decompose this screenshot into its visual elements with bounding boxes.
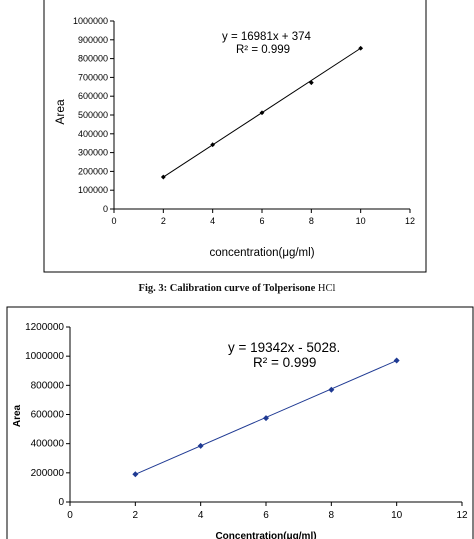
chart2-r-squared: R² = 0.999 [253,355,316,370]
c1-y-tick-label: 800000 [78,54,108,64]
c1-data-point [358,45,364,51]
c2-y-tick-label: 1000000 [25,351,64,362]
c1-x-tick-label: 10 [356,216,366,226]
chart2-x-axis-label: Concentration(μg/ml) [215,531,316,539]
c1-x-tick-label: 6 [259,216,264,226]
c1-y-tick-label: 200000 [78,166,108,176]
c1-x-tick-label: 12 [405,216,415,226]
chart2-frame [6,306,474,539]
chart2-y-axis-label: Area [12,404,23,427]
c1-y-tick-label: 300000 [78,148,108,158]
c1-x-tick-label: 4 [210,216,215,226]
c1-y-tick-label: 500000 [78,110,108,120]
c1-x-tick-label: 2 [161,216,166,226]
c2-data-point [328,386,335,393]
c1-data-point [210,142,216,148]
c1-data-point [160,174,166,180]
c1-data-point [259,110,265,116]
c1-data-point [308,80,314,86]
chart1-y-axis-label: Area [53,99,67,125]
c1-y-tick-label: 1000000 [73,16,108,26]
c1-y-tick-label: 700000 [78,72,108,82]
chart1-x-axis-label: concentration(μg/ml) [209,247,314,259]
chart1-equation: y = 16981x + 374 [222,31,311,43]
c2-data-point [197,442,204,449]
calibration-chart-2: 0 200000 400000 600000 800000 1000000 1200000 0… [6,306,474,539]
c1-x-tick-label: 8 [309,216,314,226]
chart1-frame [43,0,427,273]
c2-y-tick-label: 200000 [31,468,65,479]
chart1-r-squared: R² = 0.999 [236,44,290,56]
c1-y-tick-label: 400000 [78,129,108,139]
c2-x-tick-label: 12 [456,510,468,521]
caption-suffix: HCl [317,283,336,294]
c2-x-tick-label: 6 [263,510,269,521]
c2-y-tick-label: 1200000 [25,322,64,333]
c1-y-tick-label: 0 [103,204,108,214]
c2-data-point [132,471,139,478]
c1-x-tick-label: 0 [111,216,116,226]
c2-y-tick-label: 400000 [31,439,65,450]
c2-data-point [393,357,400,364]
c2-x-tick-label: 4 [198,510,204,521]
c2-x-tick-label: 2 [133,510,139,521]
caption-text: Fig. 3: Calibration curve of Tolperisone [138,283,316,294]
c2-y-tick-label: 0 [58,497,64,508]
c1-y-tick-label: 100000 [78,185,108,195]
c2-x-tick-label: 10 [391,510,403,521]
c1-y-tick-label: 600000 [78,91,108,101]
c2-x-tick-label: 8 [329,510,335,521]
c2-x-tick-label: 0 [67,510,73,521]
figure-caption: Fig. 3: Calibration curve of Tolperisone… [0,283,474,294]
c2-data-point [263,415,269,422]
chart2-equation: y = 19342x - 5028. [228,340,340,355]
c1-y-tick-label: 900000 [78,35,108,45]
c2-y-tick-label: 800000 [31,380,65,391]
calibration-chart-1: 0 100000 200000 300000 400000 500000 600000 700… [43,0,427,273]
c2-y-tick-label: 600000 [31,410,65,421]
